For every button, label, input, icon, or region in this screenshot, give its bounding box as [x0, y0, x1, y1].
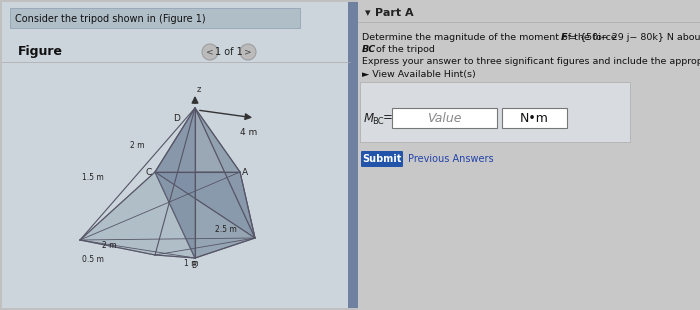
Text: BC: BC	[372, 117, 384, 126]
Polygon shape	[155, 172, 255, 258]
FancyBboxPatch shape	[360, 82, 630, 142]
Text: ▾: ▾	[365, 8, 370, 18]
Polygon shape	[155, 172, 255, 258]
FancyBboxPatch shape	[358, 0, 700, 310]
Circle shape	[240, 44, 256, 60]
Text: 2 m: 2 m	[130, 141, 144, 150]
Text: Part A: Part A	[375, 8, 414, 18]
Text: <: <	[206, 47, 214, 56]
Text: ► View Available Hint(s): ► View Available Hint(s)	[362, 69, 476, 78]
Text: A: A	[242, 168, 248, 177]
Text: 1.5 m: 1.5 m	[82, 173, 104, 182]
Polygon shape	[195, 108, 255, 238]
Polygon shape	[155, 172, 255, 238]
Text: C: C	[145, 168, 151, 177]
FancyBboxPatch shape	[361, 151, 403, 167]
Text: Submit: Submit	[363, 154, 402, 164]
Text: =: =	[383, 112, 393, 125]
Text: F: F	[561, 33, 567, 42]
Text: 0.5 m: 0.5 m	[82, 255, 104, 264]
Text: BC: BC	[362, 46, 377, 55]
Text: z: z	[197, 85, 202, 94]
Text: = {50i− 29 j− 80k} N about the base line: = {50i− 29 j− 80k} N about the base line	[566, 33, 700, 42]
Text: Figure: Figure	[18, 46, 63, 59]
Text: 2.5 m: 2.5 m	[215, 225, 237, 234]
FancyBboxPatch shape	[502, 108, 567, 128]
Text: N•m: N•m	[519, 112, 548, 125]
Text: 1 m: 1 m	[184, 259, 199, 268]
Text: 2 m: 2 m	[102, 241, 116, 250]
FancyBboxPatch shape	[348, 2, 358, 308]
Text: Previous Answers: Previous Answers	[408, 154, 493, 164]
Text: Determine the magnitude of the moment of the force: Determine the magnitude of the moment of…	[362, 33, 620, 42]
Text: >: >	[244, 47, 252, 56]
Polygon shape	[155, 108, 240, 172]
Text: M: M	[364, 112, 374, 125]
Text: 4 m: 4 m	[240, 128, 258, 137]
Circle shape	[202, 44, 218, 60]
Text: Consider the tripod shown in (Figure 1): Consider the tripod shown in (Figure 1)	[15, 14, 206, 24]
Text: Value: Value	[427, 112, 461, 125]
FancyBboxPatch shape	[392, 108, 497, 128]
Text: 1 of 1: 1 of 1	[215, 47, 243, 57]
Polygon shape	[155, 108, 195, 258]
Text: D: D	[173, 114, 180, 123]
Text: B: B	[191, 261, 196, 270]
Text: Express your answer to three significant figures and include the appropriate uni: Express your answer to three significant…	[362, 57, 700, 67]
FancyBboxPatch shape	[10, 8, 300, 28]
Text: of the tripod: of the tripod	[373, 46, 435, 55]
Polygon shape	[80, 172, 195, 258]
FancyBboxPatch shape	[2, 2, 350, 308]
